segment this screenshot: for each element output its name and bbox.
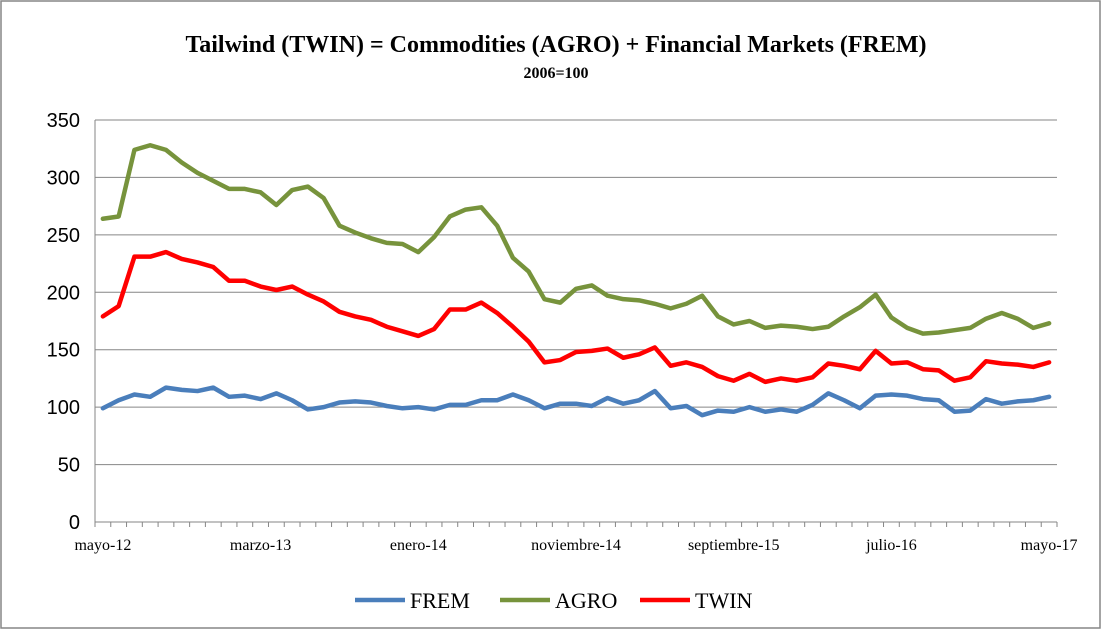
y-tick-label: 350 <box>47 110 80 132</box>
y-tick-label: 300 <box>47 167 80 189</box>
x-tick-label: septiembre-15 <box>688 537 780 554</box>
x-tick-label: mayo-12 <box>74 537 131 554</box>
x-tick-label: noviembre-14 <box>531 537 621 554</box>
x-tick-label: julio-16 <box>865 537 917 554</box>
y-tick-label: 100 <box>47 397 80 419</box>
y-tick-label: 200 <box>47 282 80 304</box>
x-tick-label: mayo-17 <box>1021 537 1078 554</box>
series-line <box>100 249 1052 385</box>
legend-label: FREM <box>410 588 470 613</box>
series-line <box>100 143 1052 336</box>
x-tick-label: marzo-13 <box>230 537 291 554</box>
chart-title: Tailwind (TWIN) = Commodities (AGRO) + F… <box>185 32 926 58</box>
y-tick-label: 250 <box>47 225 80 247</box>
y-tick-label: 150 <box>47 340 80 362</box>
series-line <box>100 385 1052 418</box>
legend-label: TWIN <box>695 588 753 613</box>
x-tick-label: enero-14 <box>390 537 447 554</box>
y-tick-label: 0 <box>69 512 80 534</box>
legend-label: AGRO <box>555 588 617 613</box>
y-tick-label: 50 <box>58 455 80 477</box>
chart-subtitle: 2006=100 <box>523 65 588 82</box>
